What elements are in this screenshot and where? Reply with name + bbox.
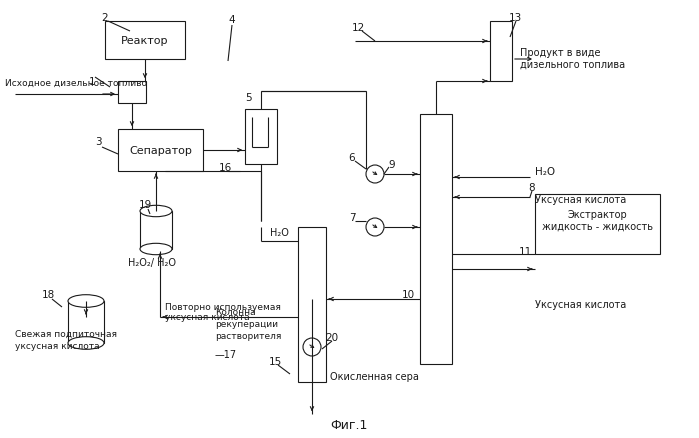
Bar: [140, 212, 172, 249]
Text: 4: 4: [229, 15, 236, 25]
Text: 11: 11: [519, 247, 532, 256]
Text: растворителя: растворителя: [215, 331, 282, 340]
Text: 9: 9: [389, 159, 396, 170]
Text: 16: 16: [218, 162, 231, 173]
Text: жидкость - жидкость: жидкость - жидкость: [542, 222, 652, 231]
Text: 7: 7: [349, 212, 355, 223]
Text: Сепаратор: Сепаратор: [129, 146, 192, 155]
Bar: [105, 22, 185, 60]
Text: 20: 20: [326, 332, 338, 342]
Text: 15: 15: [268, 356, 282, 366]
Bar: [490, 22, 512, 82]
Text: рекуперации: рекуперации: [215, 319, 278, 328]
Bar: [118, 82, 146, 104]
Text: 10: 10: [401, 290, 415, 299]
Text: Колонна: Колонна: [215, 307, 256, 316]
Text: Окисленная сера: Окисленная сера: [330, 371, 419, 381]
Text: Продукт в виде: Продукт в виде: [520, 48, 600, 58]
Text: 18: 18: [41, 290, 55, 299]
Text: дизельного топлива: дизельного топлива: [520, 60, 625, 70]
Ellipse shape: [140, 244, 172, 255]
Text: 3: 3: [94, 137, 101, 147]
Text: —17: —17: [215, 349, 237, 359]
Bar: [245, 110, 277, 165]
Text: 19: 19: [138, 200, 152, 209]
Bar: [420, 115, 452, 364]
Text: уксусная кислота: уксусная кислота: [165, 312, 250, 321]
Text: Свежая подпиточная: Свежая подпиточная: [15, 329, 117, 338]
Text: H₂O: H₂O: [535, 166, 555, 177]
Text: Уксусная кислота: Уксусная кислота: [535, 299, 626, 309]
Ellipse shape: [68, 295, 104, 307]
Text: Исходное дизельное топливо: Исходное дизельное топливо: [5, 79, 147, 88]
Text: Реактор: Реактор: [121, 36, 168, 46]
Bar: [68, 301, 104, 343]
Text: 5: 5: [245, 93, 252, 103]
Text: Экстрактор: Экстрактор: [567, 209, 627, 219]
Ellipse shape: [140, 206, 172, 217]
Text: уксусная кислота: уксусная кислота: [15, 341, 100, 350]
Bar: [298, 227, 326, 382]
Text: 1: 1: [89, 77, 95, 87]
Text: 13: 13: [508, 13, 521, 23]
Bar: [535, 194, 660, 254]
Text: 6: 6: [349, 153, 355, 162]
Ellipse shape: [68, 337, 104, 350]
Text: 2: 2: [101, 13, 108, 23]
Text: Повторно используемая: Повторно используемая: [165, 302, 281, 311]
Text: 8: 8: [528, 183, 535, 193]
Text: H₂O: H₂O: [270, 227, 289, 237]
Text: Уксусная кислота: Уксусная кислота: [535, 194, 626, 205]
Text: 12: 12: [352, 23, 365, 33]
Text: Фиг.1: Фиг.1: [331, 418, 368, 431]
Text: H₂O₂/ H₂O: H₂O₂/ H₂O: [128, 258, 176, 267]
Bar: [118, 130, 203, 172]
